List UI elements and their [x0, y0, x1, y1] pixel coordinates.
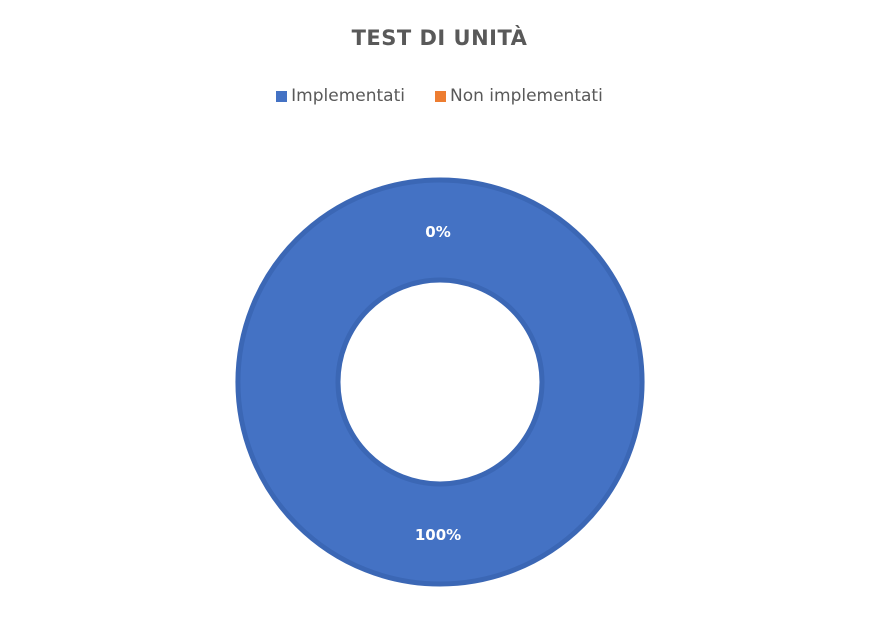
legend-label-non-implementati: Non implementati — [449, 86, 603, 106]
donut-slice-implementati[interactable] — [235, 177, 645, 587]
donut-data-labels: 0% 100% — [415, 223, 461, 544]
chart-title: TEST DI UNITÀ — [351, 26, 528, 50]
data-label-non-implementati: 0% — [425, 223, 450, 241]
legend-item-implementati[interactable]: Implementati — [276, 86, 405, 106]
legend-label-implementati: Implementati — [291, 86, 405, 106]
data-label-implementati: 100% — [415, 526, 461, 544]
legend-swatch-non-implementati — [434, 90, 446, 102]
legend-item-non-implementati[interactable]: Non implementati — [434, 86, 603, 106]
legend-swatch-implementati — [276, 90, 288, 102]
chart-legend: Implementati Non implementati — [0, 86, 879, 106]
donut-slices — [235, 177, 645, 587]
